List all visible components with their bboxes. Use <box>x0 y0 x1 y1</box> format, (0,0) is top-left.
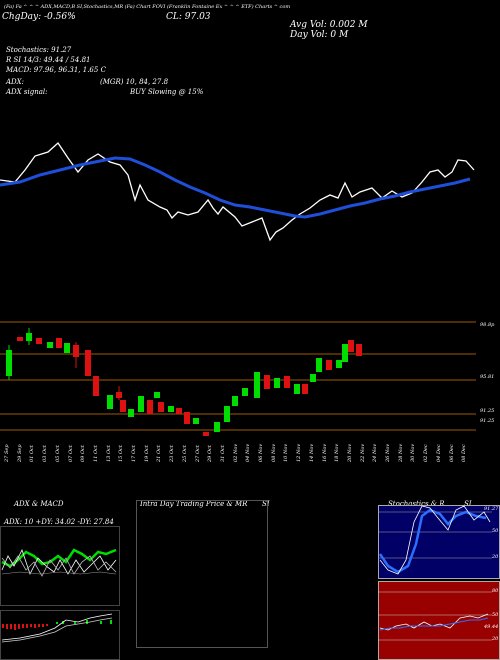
x-axis-date-label: 11 Oct <box>92 445 99 462</box>
adx-panel-title: ADX & MACD <box>14 500 64 508</box>
rsi-value: 49.44 <box>484 624 499 630</box>
rsi-level-top: 80 <box>492 588 499 594</box>
stoch-rsi-lines <box>378 505 492 641</box>
x-axis-date-label: 28 Nov <box>397 443 404 462</box>
x-axis-date-label: 20 Nov <box>346 443 353 462</box>
x-axis-date-label: 07 Oct <box>67 445 74 462</box>
x-axis-date-label: 24 Nov <box>372 443 379 462</box>
x-axis-date-label: 05 Oct <box>54 445 61 462</box>
intraday-panel: Intra Day Trading Price & MR SI <box>130 500 270 660</box>
x-axis-date-label: 23 Oct <box>169 445 176 462</box>
x-axis-date-label: 09 Oct <box>80 445 87 462</box>
adx-panel-values: ADX: 10 +DY: 34.02 -DY: 27.84 <box>4 518 114 526</box>
close-price-text: CL: 97.03 <box>166 12 211 22</box>
stochastics-subpanel <box>378 505 500 579</box>
x-axis-date-label: 27 Oct <box>194 445 201 462</box>
x-axis-date-label: 13 Oct <box>105 445 112 462</box>
moving-average-line <box>0 156 471 219</box>
x-axis-date-label: 08 Nov <box>270 443 277 462</box>
x-axis-date-label: 17 Oct <box>131 445 138 462</box>
price-level-mid: 95.81 <box>480 374 495 380</box>
adx-macd-panel: ADX & MACD ADX: 10 +DY: 34.02 -DY: 27.84 <box>0 500 120 660</box>
x-axis-date-label: 16 Nov <box>321 443 328 462</box>
stoch-level-low: 20 <box>492 554 499 560</box>
stoch-rsi-panel: Stochastics & R SI 91.27 50 20 80 50 20 … <box>378 500 500 660</box>
stoch-si-label: SI <box>464 500 472 508</box>
day-volume-text: Day Vol: 0 M <box>290 30 349 40</box>
x-axis-date-label: 02 Dec <box>423 444 430 462</box>
rsi-level-mid: 50 <box>492 612 499 618</box>
x-axis-date-label: 12 Nov <box>296 443 303 462</box>
intraday-frame <box>136 500 268 648</box>
adx-values: (MGR) 10, 84, 27.8 <box>100 78 169 86</box>
x-axis-date-label: 15 Oct <box>118 445 125 462</box>
price-level-top: 98.8p <box>480 322 495 328</box>
stoch-level-mid: 50 <box>492 528 499 534</box>
x-axis-dates: 27 Sep 29 Sep 01 Oct 03 Oct 05 Oct 07 Oct 09 O… <box>0 440 480 480</box>
x-axis-date-label: 22 Nov <box>359 443 366 462</box>
x-axis-date-label: 08 Dec <box>461 444 468 462</box>
stoch-title: Stochastics & R <box>388 500 445 508</box>
x-axis-date-label: 10 Nov <box>283 443 290 462</box>
x-axis-date-label: 26 Nov <box>385 443 392 462</box>
header-title-line: (Fa) Fa ^ ^ ^ ADX,MACD,B SI,Stochastics,… <box>4 4 291 10</box>
x-axis-date-label: 02 Nov <box>232 443 239 462</box>
candles <box>6 328 362 436</box>
intraday-si-label: SI <box>262 500 270 508</box>
rsi-level-low: 20 <box>492 636 499 642</box>
x-axis-date-label: 25 Oct <box>181 445 188 462</box>
candlestick-chart <box>0 321 476 436</box>
x-axis-date-label: 14 Nov <box>308 443 315 462</box>
x-axis-date-label: 06 Dec <box>448 444 455 462</box>
adx-signal-value: BUY Slowing @ 15% <box>130 88 204 96</box>
x-axis-date-label: 04 Dec <box>435 444 442 462</box>
x-axis-date-label: 04 Nov <box>245 443 252 462</box>
adx-subpanel <box>0 526 120 606</box>
x-axis-date-label: 03 Oct <box>42 445 49 462</box>
x-axis-date-label: 19 Oct <box>143 445 150 462</box>
adx-signal-label: ADX signal: <box>6 88 48 96</box>
macd-histogram <box>1 613 113 643</box>
x-axis-date-label: 18 Nov <box>334 443 341 462</box>
x-axis-date-label: 31 Oct <box>219 445 226 462</box>
price-level-bottom: 91.25 <box>480 418 495 424</box>
avg-volume-text: Avg Vol: 0.002 M <box>290 20 368 30</box>
price-level-low: 91.25 <box>480 408 495 414</box>
x-axis-date-label: 30 Nov <box>410 443 417 462</box>
x-axis-date-label: 06 Nov <box>258 443 265 462</box>
x-axis-date-label: 01 Oct <box>29 445 36 462</box>
stochastics-readout: Stochastics: 91.27 <box>6 46 72 54</box>
rsi-readout: R SI 14/3: 49.44 / 54.81 <box>6 56 91 64</box>
adx-label: ADX: <box>6 78 25 86</box>
x-axis-date-label: 27 Sep <box>4 444 10 462</box>
intraday-title: Intra Day Trading Price & MR <box>140 500 248 508</box>
stoch-level-top: 91.27 <box>484 506 499 512</box>
adx-lines <box>1 548 117 577</box>
x-axis-date-label: 29 Sep <box>16 444 23 462</box>
change-day-text: ChgDay: -0.56% <box>2 12 76 22</box>
x-axis-date-label: 29 Oct <box>207 445 214 462</box>
macd-readout: MACD: 97.96, 96.31, 1.65 C <box>6 66 106 74</box>
price-line <box>0 142 475 242</box>
x-axis-date-label: 21 Oct <box>156 445 163 462</box>
price-ma-chart <box>0 142 475 242</box>
